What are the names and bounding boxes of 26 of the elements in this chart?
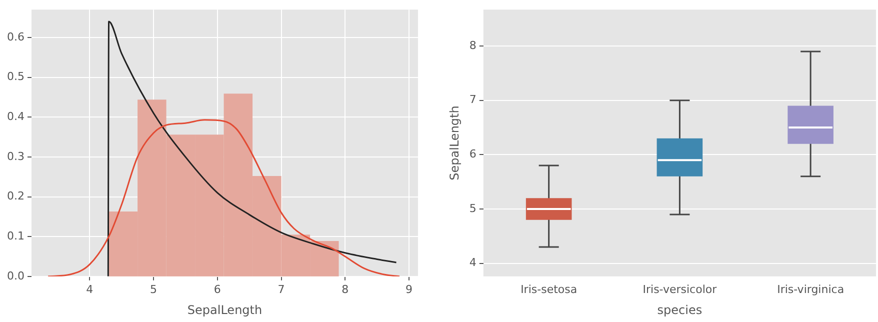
y-tick-label: 0.5 [6,70,24,84]
y-tick-label: 0.4 [6,110,24,123]
line-series [47,119,400,276]
x-axis-title: SepalLength [187,302,262,317]
x-tick-label: 8 [342,282,349,296]
y-tick-label: 5 [469,202,476,215]
x-tick-label: 9 [406,282,413,296]
y-tick-label: 0.6 [6,30,24,44]
line-series [107,20,398,276]
x-axis-title: species [657,302,702,317]
y-tick-label: 0.0 [6,269,24,282]
y-tick-label: 0.2 [6,190,24,203]
x-tick-label: Iris-versicolor [642,282,718,296]
y-tick-label: 7 [469,93,476,106]
y-tick-label: 8 [469,38,476,52]
x-tick-label: Iris-setosa [520,282,578,296]
y-axis-title: SepalLength [447,106,462,180]
y-tick-label: 4 [469,256,476,270]
x-tick-label: Iris-virginica [777,282,844,296]
x-tick-label: 6 [214,282,221,296]
x-tick-label: 5 [150,282,158,296]
y-tick-label: 6 [469,148,476,161]
y-tick-label: 0.3 [6,150,24,163]
x-tick-label: 7 [278,282,285,296]
x-tick-label: 4 [86,282,94,296]
y-tick-label: 0.1 [6,229,24,242]
